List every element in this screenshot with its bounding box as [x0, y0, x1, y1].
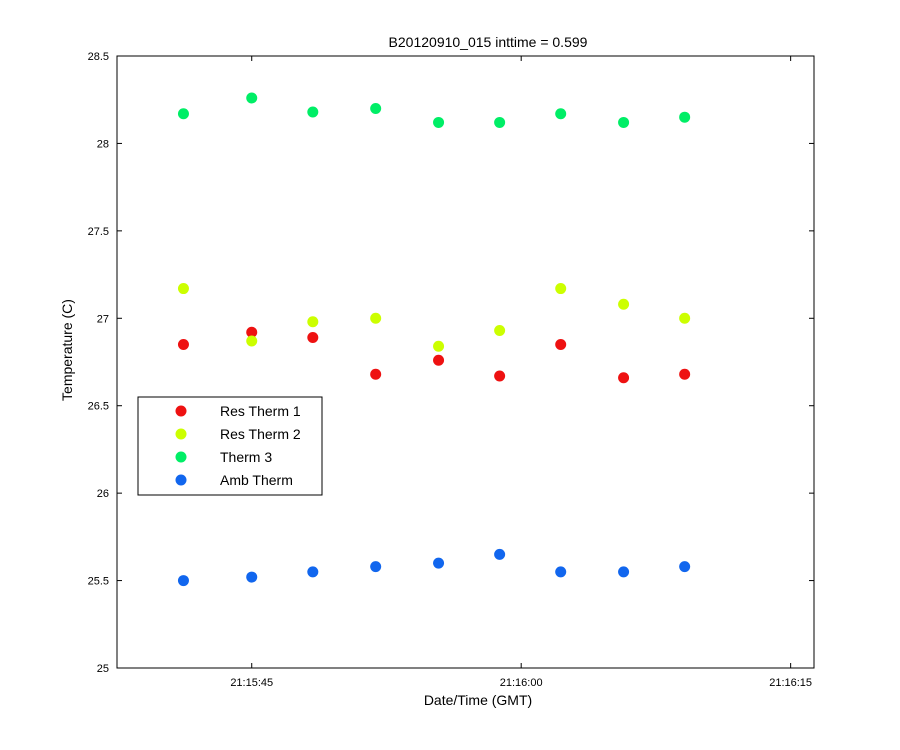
data-point	[618, 298, 630, 310]
x-tick-label: 21:15:45	[230, 677, 273, 689]
data-point	[246, 335, 258, 347]
legend-marker	[175, 451, 187, 463]
legend: Res Therm 1 Res Therm 2 Therm 3 Amb Therm	[137, 396, 323, 496]
data-point	[370, 312, 382, 324]
data-point	[494, 116, 506, 128]
series-therm-3	[177, 92, 691, 128]
y-tick-label: 26.5	[88, 401, 109, 413]
data-point	[307, 332, 319, 344]
data-point	[555, 108, 567, 120]
y-axis: 25 25.5 26 26.5 27 27.5 28 28.5	[88, 51, 814, 675]
data-point	[307, 316, 319, 328]
data-point	[555, 283, 567, 295]
chart-title: B20120910_015 inttime = 0.599	[389, 34, 588, 50]
data-point	[177, 108, 189, 120]
data-point	[679, 312, 691, 324]
data-point	[494, 370, 506, 382]
y-tick-label: 28.5	[88, 51, 109, 63]
y-axis-label: Temperature (C)	[59, 299, 75, 401]
y-tick-label: 25	[97, 663, 109, 675]
data-point	[433, 354, 445, 366]
data-point	[177, 575, 189, 587]
series-res-therm-1	[177, 326, 691, 384]
y-tick-label: 25.5	[88, 576, 109, 588]
y-tick-label: 27	[97, 313, 109, 325]
data-point	[555, 566, 567, 578]
data-point	[679, 111, 691, 123]
data-point	[370, 561, 382, 573]
x-axis-label: Date/Time (GMT)	[424, 692, 532, 708]
legend-label: Res Therm 2	[220, 426, 301, 442]
data-point	[618, 372, 630, 384]
data-point	[246, 326, 258, 338]
data-point	[618, 566, 630, 578]
legend-label: Res Therm 1	[220, 403, 301, 419]
data-point	[433, 557, 445, 569]
data-point	[433, 116, 445, 128]
data-point	[370, 368, 382, 380]
data-point	[555, 339, 567, 351]
x-axis: 21:15:45 21:16:00 21:16:15	[230, 56, 812, 689]
data-point	[307, 106, 319, 118]
plot-area	[116, 55, 815, 669]
data-point	[177, 283, 189, 295]
data-point	[246, 571, 258, 583]
data-point	[494, 548, 506, 560]
legend-box	[137, 396, 323, 496]
data-points	[177, 92, 691, 587]
legend-label: Amb Therm	[220, 472, 293, 488]
data-point	[307, 566, 319, 578]
y-tick-label: 27.5	[88, 226, 109, 238]
x-tick-label: 21:16:00	[500, 677, 543, 689]
y-tick-label: 28	[97, 138, 109, 150]
series-amb-therm	[177, 548, 691, 587]
legend-marker	[175, 405, 187, 417]
data-point	[618, 116, 630, 128]
data-point	[246, 92, 258, 104]
data-point	[679, 561, 691, 573]
data-point	[679, 368, 691, 380]
data-point	[433, 340, 445, 352]
legend-marker	[175, 474, 187, 486]
x-tick-label: 21:16:15	[769, 677, 812, 689]
y-tick-label: 26	[97, 488, 109, 500]
legend-label: Therm 3	[220, 449, 272, 465]
data-point	[370, 102, 382, 114]
legend-marker	[175, 428, 187, 440]
series-res-therm-2	[177, 283, 691, 352]
data-point	[494, 325, 506, 337]
data-point	[177, 339, 189, 351]
